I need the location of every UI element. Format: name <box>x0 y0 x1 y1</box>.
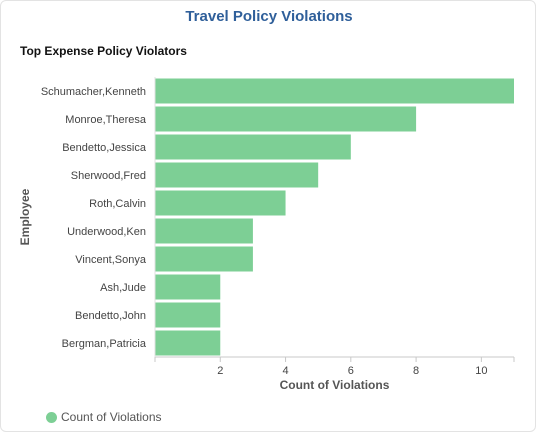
x-tick-label: 4 <box>282 365 288 377</box>
chart-legend[interactable]: Count of Violations <box>46 410 162 424</box>
legend-label: Count of Violations <box>61 410 162 424</box>
bar[interactable] <box>155 274 221 300</box>
x-tick-label: 10 <box>475 365 487 377</box>
chart-title: Top Expense Policy Violators <box>20 44 187 58</box>
bar[interactable] <box>155 302 221 328</box>
bar[interactable] <box>155 218 253 244</box>
x-axis-title: Count of Violations <box>280 378 390 392</box>
category-label: Bendetto,Jessica <box>62 142 147 154</box>
category-label: Bendetto,John <box>75 310 146 322</box>
bar[interactable] <box>155 134 351 160</box>
category-label: Roth,Calvin <box>89 198 146 210</box>
bar[interactable] <box>155 246 253 272</box>
bar[interactable] <box>155 190 286 216</box>
category-label: Monroe,Theresa <box>65 114 147 126</box>
category-label: Underwood,Ken <box>67 226 146 238</box>
bar[interactable] <box>155 330 221 356</box>
category-label: Schumacher,Kenneth <box>41 86 146 98</box>
bar[interactable] <box>155 162 319 188</box>
x-tick-label: 6 <box>348 365 354 377</box>
bar[interactable] <box>155 106 417 132</box>
bar[interactable] <box>155 78 514 104</box>
category-label: Sherwood,Fred <box>71 170 146 182</box>
y-axis-title: Employee <box>18 188 32 245</box>
page-title: Travel Policy Violations <box>185 8 353 25</box>
x-tick-label: 8 <box>413 365 419 377</box>
category-label: Bergman,Patricia <box>62 338 147 350</box>
x-tick-label: 2 <box>217 365 223 377</box>
category-label: Ash,Jude <box>100 282 146 294</box>
legend-swatch <box>46 411 57 423</box>
category-label: Vincent,Sonya <box>75 254 147 266</box>
